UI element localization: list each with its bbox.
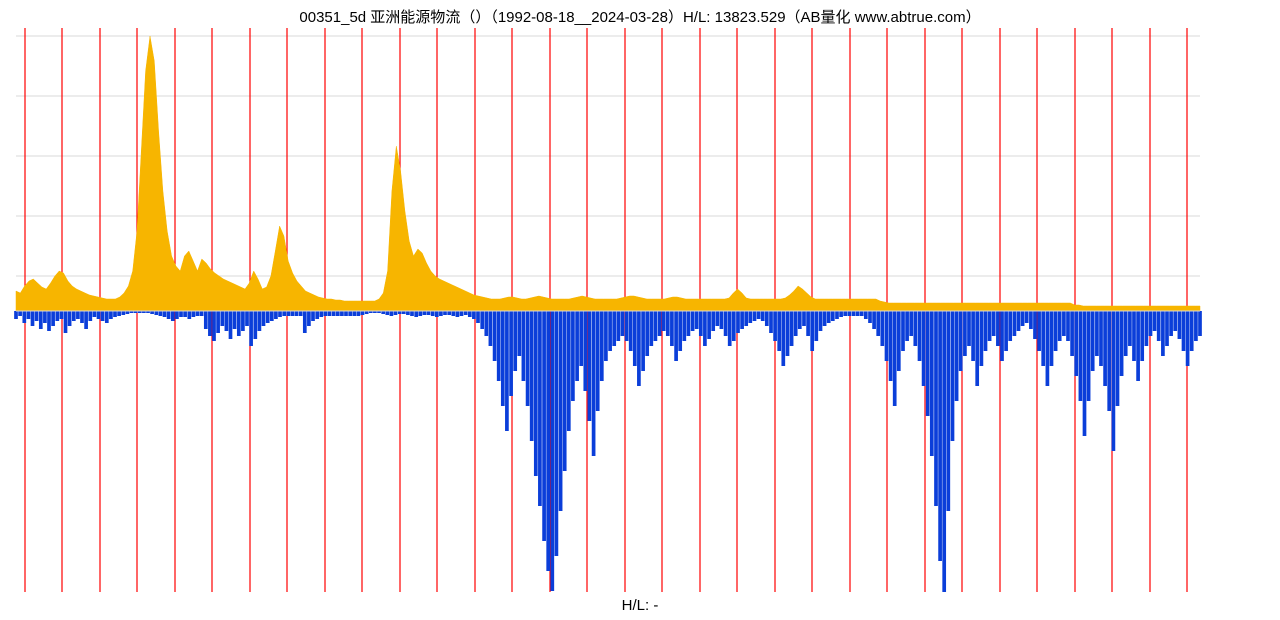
chart-title: 00351_5d 亚洲能源物流（）（1992-08-18__2024-03-28…	[0, 6, 1280, 27]
chart-plot	[0, 28, 1280, 592]
chart-svg	[0, 28, 1280, 592]
chart-footer: H/L: -	[0, 597, 1280, 614]
